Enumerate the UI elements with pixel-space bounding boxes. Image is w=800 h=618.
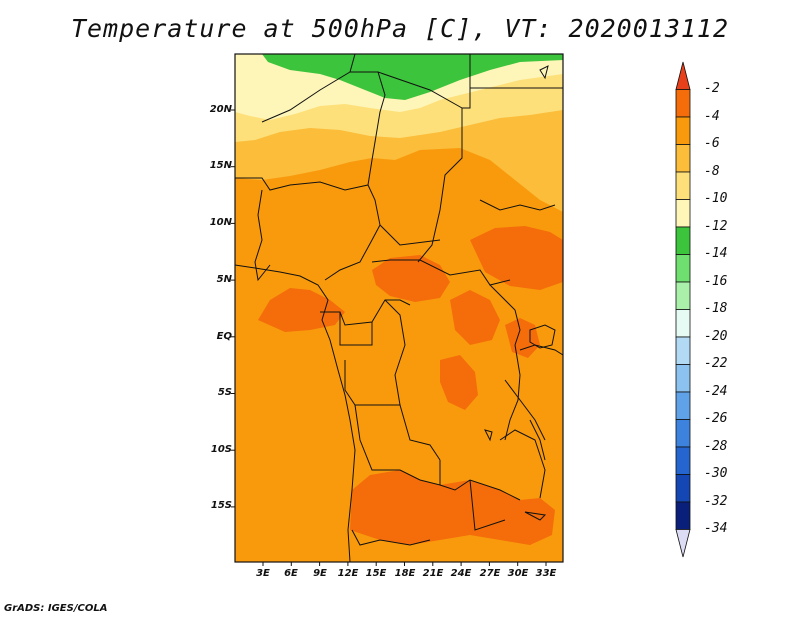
colorbar-segment: [675, 419, 691, 448]
contour-warm-patch: [470, 226, 563, 290]
colorbar-label: -12: [704, 219, 728, 234]
contour-warm-patch: [372, 255, 450, 302]
lon-label: 3E: [256, 568, 270, 579]
colorbar-label: -10: [704, 191, 728, 206]
contour-warm-patch: [505, 318, 540, 358]
lat-label: 10N: [209, 217, 232, 228]
colorbar-segment: [675, 226, 691, 255]
lon-label: 6E: [284, 568, 298, 579]
map-frame: [234, 53, 564, 563]
lon-label: 21E: [422, 568, 444, 579]
lakes: [484, 65, 556, 521]
contour-warm-patch: [440, 355, 478, 410]
colorbar-segment: [675, 116, 691, 145]
colorbar-label: -26: [704, 411, 728, 426]
lat-tick-marks: [231, 109, 235, 508]
colorbar-segment: [675, 391, 691, 420]
colorbar-label: -4: [704, 109, 720, 124]
colorbar-segment: [675, 309, 691, 338]
colorbar-label: -6: [704, 136, 720, 151]
colorbar-segment: [675, 89, 691, 118]
colorbar-segment: [675, 281, 691, 310]
lat-label: 15N: [209, 160, 232, 171]
lat-label: 5N: [216, 274, 232, 285]
colorbar-label: -22: [704, 356, 728, 371]
colorbar-segment: [675, 364, 691, 393]
colorbar-label: -34: [704, 521, 728, 536]
colorbar-label: -2: [704, 81, 720, 96]
colorbar-segment: [675, 199, 691, 228]
chart-title: Temperature at 500hPa [C], VT: 202001311…: [70, 14, 730, 43]
lon-label: 33E: [535, 568, 557, 579]
lon-label: 27E: [479, 568, 501, 579]
colorbar-segment: [675, 446, 691, 475]
colorbar-label: -18: [704, 301, 728, 316]
lon-label: 18E: [394, 568, 416, 579]
colorbar: [675, 61, 691, 558]
lon-label: 12E: [337, 568, 359, 579]
contour-minus14-band: [262, 54, 563, 100]
colorbar-label: -32: [704, 494, 728, 509]
colorbar-label: -30: [704, 466, 728, 481]
contour-warm-patch: [258, 288, 345, 332]
colorbar-label: -28: [704, 439, 728, 454]
colorbar-segment: [675, 529, 691, 558]
lon-label: 15E: [365, 568, 387, 579]
colorbar-segment: [675, 254, 691, 283]
colorbar-segment: [675, 336, 691, 365]
lat-label: 20N: [209, 104, 232, 115]
colorbar-segment: [675, 474, 691, 503]
colorbar-label: -14: [704, 246, 728, 261]
colorbar-label: -20: [704, 329, 728, 344]
grads-credit: GrADS: IGES/COLA: [4, 603, 108, 614]
lon-tick-marks: [262, 562, 547, 566]
country-borders: [235, 53, 564, 546]
contour-warm-patch: [350, 470, 555, 545]
colorbar-label: -8: [704, 164, 720, 179]
colorbar-label: -24: [704, 384, 728, 399]
colorbar-segment: [675, 171, 691, 200]
coastline: [234, 264, 546, 563]
colorbar-segment: [675, 501, 691, 530]
contour-warm-patch: [450, 290, 500, 345]
colorbar-label: -16: [704, 274, 728, 289]
lon-label: 30E: [507, 568, 529, 579]
colorbar-segment: [675, 144, 691, 173]
lat-label: 15S: [210, 500, 232, 511]
lat-label: 10S: [210, 444, 232, 455]
lon-label: 24E: [450, 568, 472, 579]
lat-label: 5S: [217, 387, 232, 398]
lon-label: 9E: [313, 568, 327, 579]
lat-label: EQ: [216, 331, 232, 342]
colorbar-segment: [675, 61, 691, 90]
